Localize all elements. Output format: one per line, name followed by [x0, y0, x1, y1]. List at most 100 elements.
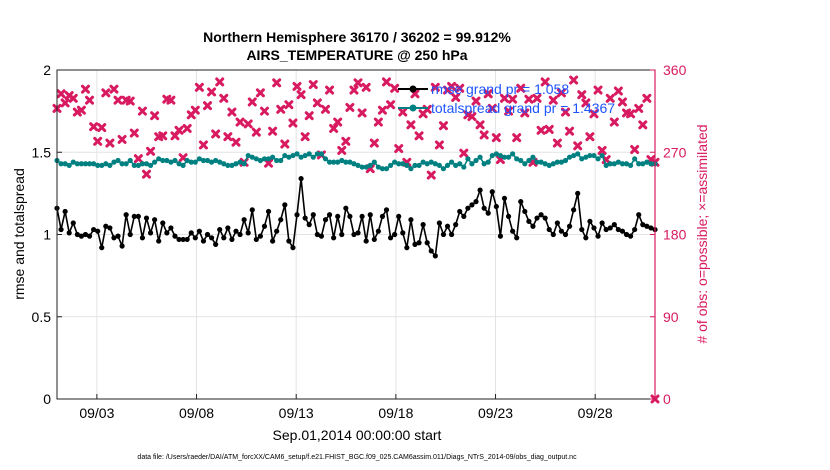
legend: rmse grand pr = 1.058 totalspread grand …: [398, 81, 615, 116]
obs-assimilated-marker: [211, 129, 221, 139]
rmse-point: [103, 223, 109, 229]
obs-assimilated-marker: [585, 132, 595, 142]
rmse-point: [95, 228, 101, 234]
obs-assimilated-marker: [394, 144, 404, 154]
obs-assimilated-marker: [296, 90, 306, 100]
totalspread-point: [542, 161, 548, 167]
rmse-point: [497, 233, 504, 239]
obs-assimilated-marker: [264, 158, 274, 168]
rmse-point: [591, 225, 597, 231]
totalspread-point: [436, 162, 442, 169]
totalspread-point: [286, 154, 292, 160]
totalspread-point: [213, 157, 219, 164]
rmse-point: [387, 235, 394, 241]
obs-assimilated-marker: [552, 138, 562, 148]
rmse-point: [176, 236, 182, 243]
obs-assimilated-marker: [117, 134, 127, 144]
y-tick-label-left: 1.5: [32, 144, 52, 160]
rmse-point: [70, 220, 76, 226]
totalspread-point: [131, 162, 137, 169]
totalspread-point: [623, 161, 630, 167]
totalspread-point: [383, 166, 390, 172]
x-tick-label: 09/28: [578, 405, 613, 421]
totalspread-point: [314, 151, 320, 157]
totalspread-point: [257, 157, 264, 164]
totalspread-point: [164, 157, 170, 164]
rmse-point: [632, 226, 638, 233]
obs-assimilated-marker: [276, 104, 286, 114]
totalspread-point: [233, 161, 239, 167]
rmse-point: [86, 233, 93, 239]
totalspread-point: [318, 151, 325, 157]
rmse-point: [111, 235, 117, 241]
rmse-point: [566, 223, 573, 229]
rmse-point: [217, 226, 223, 233]
rmse-point: [253, 236, 259, 243]
rmse-point: [168, 225, 174, 231]
totalspread-point: [505, 154, 512, 160]
rmse-point: [326, 212, 333, 218]
totalspread-point: [530, 154, 536, 160]
totalspread-point: [554, 159, 560, 165]
rmse-point: [192, 235, 198, 241]
rmse-point: [477, 187, 483, 193]
rmse-point: [278, 217, 284, 223]
obs-assimilated-marker: [508, 94, 518, 104]
obs-assimilated-marker: [203, 101, 213, 111]
rmse-point: [91, 226, 97, 233]
obs-assimilated-marker: [544, 124, 554, 134]
totalspread-point: [627, 162, 634, 169]
obs-assimilated-marker: [89, 122, 99, 132]
totalspread-point: [184, 157, 190, 164]
obs-assimilated-marker: [593, 85, 603, 95]
totalspread-point: [387, 162, 394, 169]
totalspread-point: [107, 162, 113, 169]
rmse-point: [493, 203, 499, 210]
rmse-point: [351, 231, 357, 238]
totalspread-point: [278, 157, 284, 164]
obs-assimilated-marker: [68, 93, 78, 103]
rmse-point: [66, 230, 72, 236]
obs-assimilated-marker: [605, 93, 615, 103]
rmse-point: [627, 233, 634, 239]
obs-assimilated-marker: [638, 120, 648, 130]
totalspread-point: [91, 161, 97, 167]
totalspread-point: [99, 162, 105, 169]
rmse-point: [428, 248, 434, 254]
totalspread-point: [424, 161, 430, 167]
totalspread-point: [619, 161, 626, 167]
totalspread-point: [461, 164, 467, 170]
totalspread-point: [603, 162, 609, 169]
totalspread-point: [249, 154, 255, 160]
y-tick-label-right: 270: [663, 144, 687, 160]
rmse-point: [302, 215, 308, 221]
rmse-point: [473, 199, 479, 205]
obs-assimilated-marker: [499, 93, 509, 103]
totalspread-point: [644, 159, 650, 165]
rmse-point: [400, 230, 406, 236]
totalspread-point: [485, 159, 491, 165]
totalspread-point: [562, 157, 569, 164]
obs-assimilated-marker: [516, 83, 526, 93]
rmse-point: [448, 231, 455, 238]
rmse-point: [615, 226, 621, 233]
totalspread-point: [371, 159, 377, 165]
chart-title-line2: AIRS_TEMPERATURE @ 250 hPa: [246, 47, 467, 63]
rmse-point: [286, 238, 292, 244]
rmse-point: [82, 231, 89, 238]
totalspread-point: [172, 157, 178, 164]
obs-assimilated-marker: [255, 88, 265, 98]
obs-assimilated-marker: [524, 94, 534, 104]
y-tick-label-left: 1: [43, 227, 51, 243]
totalspread-point: [111, 159, 117, 165]
rmse-point: [322, 217, 329, 223]
rmse-point: [245, 230, 251, 236]
obs-assimilated-marker: [141, 169, 151, 179]
obs-assimilated-marker: [471, 96, 481, 106]
obs-assimilated-marker: [597, 145, 607, 155]
obs-assimilated-marker: [300, 132, 310, 142]
y-tick-label-right: 180: [663, 227, 687, 243]
rmse-point: [611, 222, 617, 228]
rmse-point: [172, 233, 178, 239]
totalspread-point: [156, 156, 162, 162]
